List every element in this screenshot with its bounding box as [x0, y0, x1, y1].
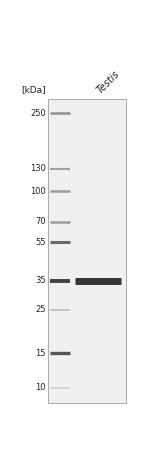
- Bar: [48, 99, 126, 403]
- Text: 70: 70: [35, 217, 46, 226]
- Text: Testis: Testis: [95, 69, 121, 95]
- Text: 130: 130: [30, 164, 46, 173]
- Text: [kDa]: [kDa]: [21, 86, 46, 95]
- Text: 250: 250: [30, 109, 46, 118]
- Text: 100: 100: [30, 187, 46, 196]
- Text: 10: 10: [35, 383, 46, 392]
- Text: 25: 25: [35, 305, 46, 314]
- Text: 55: 55: [35, 238, 46, 247]
- Text: 35: 35: [35, 276, 46, 285]
- Text: 15: 15: [35, 349, 46, 358]
